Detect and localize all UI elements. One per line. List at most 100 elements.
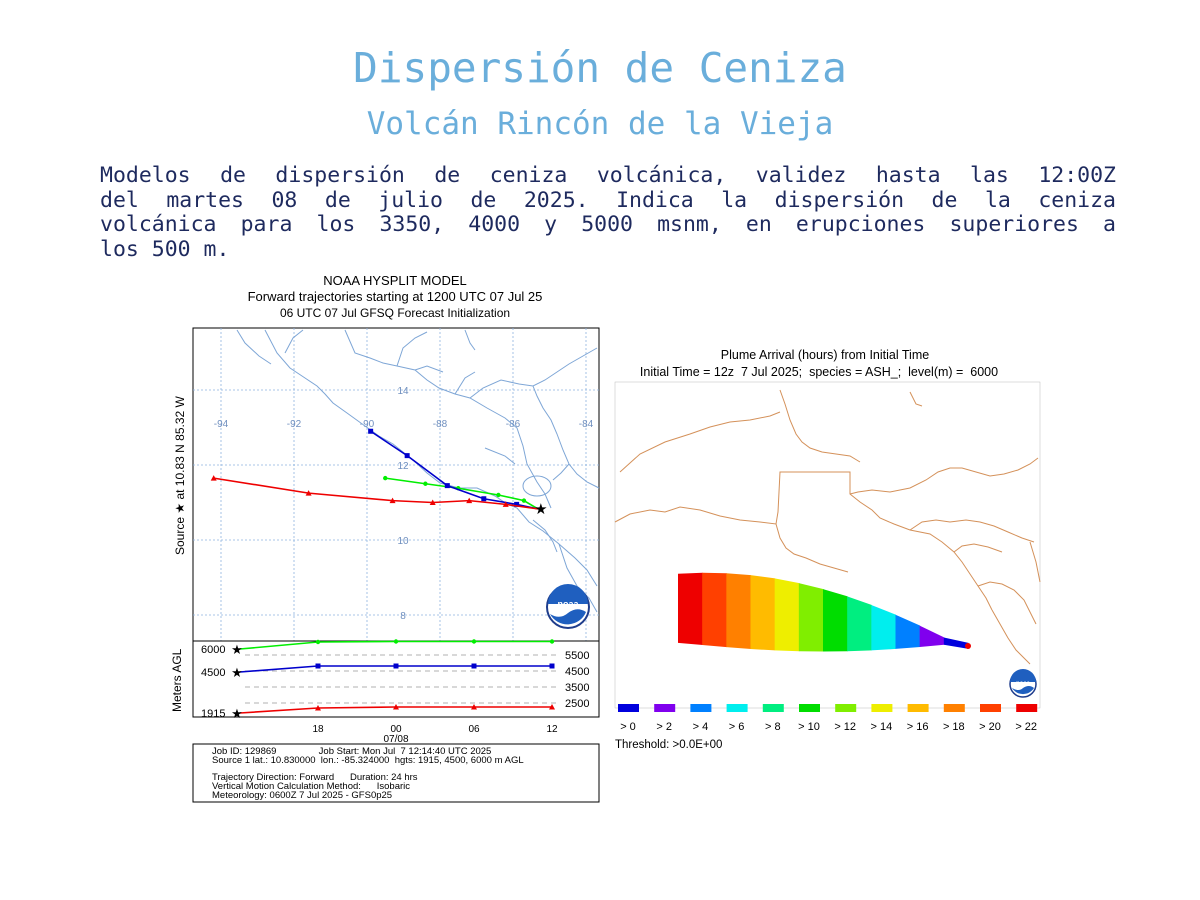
noaa-logo: noaa: [1009, 669, 1037, 698]
vertical-gridlines: [245, 654, 560, 704]
legend-swatch: [980, 704, 1001, 712]
vp-left-label: 6000: [201, 644, 225, 656]
legend-label: > 16: [907, 721, 929, 733]
source-label: Source ★ at 10.83 N 85.32 W: [173, 395, 187, 555]
trajectory-marker: [444, 483, 450, 489]
job-info-line: Job ID: 129869 Job Start: Mon Jul 7 12:1…: [212, 746, 491, 757]
legend-swatch: [690, 704, 712, 712]
legend-swatch: [799, 704, 820, 712]
page-title: Dispersión de Ceniza: [353, 44, 847, 92]
coastline: [236, 329, 600, 613]
trajectory-4500: [370, 430, 538, 510]
plume-band: [847, 596, 872, 652]
vp-right-label: 4500: [565, 666, 589, 678]
vp-marker: [471, 663, 477, 669]
traj-title-line: Forward trajectories starting at 1200 UT…: [248, 289, 543, 304]
lon-label: -90: [360, 419, 375, 430]
trajectory-marker: [305, 490, 312, 496]
plume-title-line: Plume Arrival (hours) from Initial Time: [721, 348, 929, 362]
description-line: del martes 08 de julio de 2025. Indica l…: [100, 187, 1116, 213]
source-star-icon: ★: [534, 501, 547, 518]
trajectory-marker: [466, 497, 473, 504]
trajectory-marker: [389, 497, 396, 504]
legend-label: > 2: [656, 721, 672, 733]
vp-marker: [315, 705, 321, 711]
trajectory-lines: [210, 428, 539, 510]
vp-star-icon: ★: [231, 706, 243, 721]
vp-marker: [549, 704, 555, 710]
legend-label: > 8: [765, 721, 781, 733]
legend-label: > 22: [1015, 721, 1037, 733]
vp-marker: [549, 663, 555, 669]
trajectory-map-frame: [192, 327, 600, 642]
job-info-line: Source 1 lat.: 10.830000 lon.: -85.32400…: [212, 755, 524, 766]
noaa-logo-text: noaa: [1016, 681, 1031, 687]
vp-marker: [471, 639, 477, 644]
legend-label: > 12: [834, 721, 856, 733]
vp-right-label: 2500: [565, 698, 589, 710]
legend-swatch: [943, 704, 965, 712]
trajectory-marker: [481, 496, 487, 502]
trajectory-marker: [404, 453, 410, 459]
time-label: 00: [390, 724, 402, 735]
noaa-logo: noaa: [546, 584, 590, 629]
trajectory-marker: [502, 501, 509, 507]
legend-swatch: [762, 704, 784, 712]
description-line: Modelos de dispersión de ceniza volcánic…: [100, 163, 1116, 188]
plume-band: [943, 637, 969, 649]
plume-legend: > 0 > 2 > 4 > 6 > 8 > 10 > 12 > 14 > 16 > 18 > 20 >…: [618, 704, 1038, 733]
plume-band: [726, 573, 751, 650]
vp-left-label: 4500: [201, 667, 225, 679]
vp-marker: [393, 639, 399, 644]
plume-band: [823, 589, 848, 652]
time-label: 06: [468, 724, 480, 735]
plume-band: [919, 625, 945, 648]
job-info-box: [192, 743, 600, 803]
vp-marker: [393, 704, 399, 710]
trajectory-marker: [383, 475, 388, 481]
vp-left-label: 1915: [201, 708, 225, 720]
plume-source-marker: [965, 643, 971, 649]
traj-title-line: NOAA HYSPLIT MODEL: [323, 273, 467, 288]
plume-band: [702, 572, 727, 648]
lon-label: -84: [579, 419, 594, 430]
vertical-ylabel: Meters AGL: [170, 648, 184, 712]
lon-label: -94: [214, 419, 229, 430]
legend-swatch: [654, 704, 676, 712]
time-label: 12: [546, 724, 558, 735]
traj-title-line: 06 UTC 07 Jul GFSQ Forecast Initializati…: [280, 306, 510, 320]
plume-map-frame: [614, 381, 1041, 709]
lon-label: -88: [433, 419, 448, 430]
vp-marker: [471, 704, 477, 710]
plume-cells: [678, 572, 969, 652]
description: Modelos de dispersión de ceniza volcánic…: [100, 163, 1116, 262]
legend-label: > 14: [871, 721, 893, 733]
legend-label: > 10: [798, 721, 820, 733]
plume-title-line: Initial Time = 12z 7 Jul 2025; species =…: [640, 365, 998, 379]
plume-band: [895, 614, 921, 649]
vp-star-icon: ★: [231, 665, 243, 680]
trajectory-marker: [514, 501, 520, 507]
trajectory-marker: [496, 492, 501, 498]
lat-label: 12: [397, 461, 409, 472]
plume-band: [678, 572, 703, 646]
threshold-label: Threshold: >0.0E+00: [615, 739, 722, 751]
vertical-trajectory-lines: [239, 639, 555, 714]
job-info-line: Vertical Motion Calculation Method: Isob…: [212, 781, 410, 792]
trajectory-marker: [429, 499, 436, 505]
plume-figure: Plume Arrival (hours) from Initial Time …: [614, 348, 1041, 751]
page-subtitle: Volcán Rincón de la Vieja: [366, 106, 834, 142]
lat-label: 8: [400, 611, 406, 622]
legend-swatch: [618, 704, 639, 712]
plume-band: [774, 578, 800, 652]
legend-label: > 18: [943, 721, 965, 733]
legend-label: > 20: [979, 721, 1001, 733]
date-label: 07/08: [383, 734, 408, 745]
trajectory-marker: [521, 498, 527, 503]
lat-label: 10: [397, 536, 409, 547]
vp-right-label: 3500: [565, 682, 589, 694]
lat-label: 14: [397, 386, 409, 397]
vp-marker: [549, 639, 555, 644]
legend-label: > 0: [620, 721, 636, 733]
